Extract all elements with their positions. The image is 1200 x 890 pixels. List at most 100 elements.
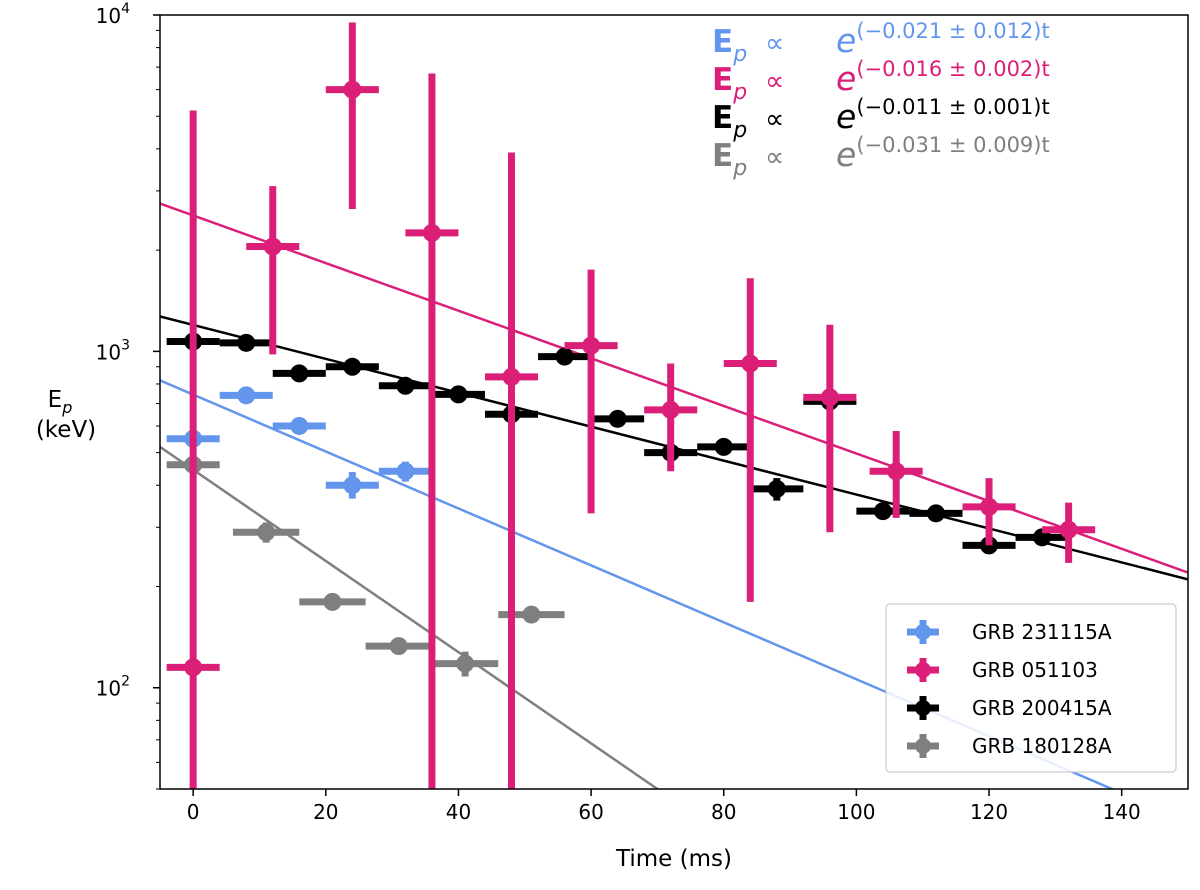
fit-equation-sub-2: p xyxy=(732,118,747,143)
series-2 xyxy=(166,332,1069,555)
data-point-3-4 xyxy=(456,654,475,673)
legend-label-0: GRB 231115A xyxy=(972,620,1112,644)
data-point-2-4 xyxy=(396,376,415,395)
legend-marker-dot-2 xyxy=(915,700,931,716)
y-tick-base-0: 10 xyxy=(96,4,121,28)
fit-equation-prop-3: ∝ xyxy=(765,142,784,173)
fit-equation-3: Ep ∝ e(−0.031 ± 0.009)t xyxy=(712,133,1050,181)
plot-frame xyxy=(159,14,1189,790)
data-points xyxy=(166,22,1096,789)
legend-marker-dot-3 xyxy=(915,738,931,754)
series-0 xyxy=(166,386,432,499)
legend-item-0: GRB 231115A xyxy=(907,620,1112,644)
data-point-2-13 xyxy=(873,502,892,521)
x-tick-label-5: 100 xyxy=(837,800,875,824)
fit-equation-1: Ep ∝ e(−0.016 ± 0.002)t xyxy=(712,57,1050,105)
y-tick-exp-0: 4 xyxy=(121,1,130,17)
data-point-0-4 xyxy=(396,462,415,481)
data-point-2-14 xyxy=(926,504,945,523)
legend-label-1: GRB 051103 xyxy=(972,658,1098,682)
y-tick-label-0: 104 xyxy=(96,1,130,28)
data-point-3-5 xyxy=(522,605,541,624)
data-point-1-10 xyxy=(980,497,999,516)
data-point-2-1 xyxy=(237,333,256,352)
x-tick-label-6: 120 xyxy=(970,800,1008,824)
data-point-1-4 xyxy=(502,367,521,386)
fit-equation-exp-0: (−0.021 ± 0.012)t xyxy=(856,19,1049,43)
x-tick-label-1: 20 xyxy=(313,800,338,824)
y-tick-label-2: 102 xyxy=(96,674,130,701)
data-point-2-2 xyxy=(290,364,309,383)
y-tick-base-1: 10 xyxy=(96,340,121,364)
series-3 xyxy=(166,455,565,677)
data-point-1-8 xyxy=(820,388,839,407)
fit-equation-sub-0: p xyxy=(732,42,747,67)
legend-marker-dot-0 xyxy=(915,624,931,640)
fit-equation-base-0: e xyxy=(836,21,856,60)
x-tick-label-4: 80 xyxy=(711,800,736,824)
x-tick-label-2: 40 xyxy=(446,800,471,824)
fit-equation-2: Ep ∝ e(−0.011 ± 0.001)t xyxy=(712,95,1050,143)
y-tick-exp-2: 2 xyxy=(121,674,130,690)
data-point-3-1 xyxy=(257,523,276,542)
fit-equation-base-1: e xyxy=(836,59,856,98)
data-point-1-3 xyxy=(422,223,441,242)
data-point-0-1 xyxy=(237,386,256,405)
fit-equation-E-3: E xyxy=(712,138,733,174)
data-point-2-10 xyxy=(714,437,733,456)
y-axis-unit: (keV) xyxy=(36,417,96,443)
fit-equation-0: Ep ∝ e(−0.021 ± 0.012)t xyxy=(712,19,1050,67)
y-axis-title: Ep xyxy=(48,387,73,417)
y-tick-base-2: 10 xyxy=(96,677,121,701)
data-point-1-5 xyxy=(582,336,601,355)
data-point-3-3 xyxy=(389,637,408,656)
fit-equation-base-3: e xyxy=(836,135,856,174)
fit-equation-exp-3: (−0.031 ± 0.009)t xyxy=(856,133,1049,157)
data-point-1-1 xyxy=(263,237,282,256)
x-tick-label-0: 0 xyxy=(187,800,200,824)
data-point-3-2 xyxy=(323,592,342,611)
data-point-0-3 xyxy=(343,476,362,495)
fit-equation-E-2: E xyxy=(712,100,733,136)
fit-line-3 xyxy=(160,445,659,789)
data-point-2-3 xyxy=(343,357,362,376)
y-axis-title-sub: p xyxy=(61,398,72,417)
data-point-1-9 xyxy=(887,462,906,481)
data-point-2-8 xyxy=(608,409,627,428)
fit-equations: Ep ∝ e(−0.021 ± 0.012)tEp ∝ e(−0.016 ± 0.002… xyxy=(712,19,1050,181)
fit-equation-prop-2: ∝ xyxy=(765,104,784,135)
data-point-0-2 xyxy=(290,416,309,435)
y-tick-label-1: 103 xyxy=(96,337,130,364)
legend-box xyxy=(885,603,1177,773)
legend-marker-dot-1 xyxy=(915,662,931,678)
fit-equation-E-1: E xyxy=(712,62,733,98)
x-axis-title: Time (ms) xyxy=(615,846,732,872)
legend-label-2: GRB 200415A xyxy=(972,696,1112,720)
legend-item-2: GRB 200415A xyxy=(907,696,1112,720)
series-1 xyxy=(166,22,1096,789)
fit-equation-base-2: e xyxy=(836,97,856,136)
fit-equation-exp-1: (−0.016 ± 0.002)t xyxy=(856,57,1049,81)
legend: GRB 231115A GRB 051103 GRB 200415A GRB 1801… xyxy=(885,603,1177,773)
data-point-1-11 xyxy=(1059,520,1078,539)
x-tick-label-3: 60 xyxy=(578,800,603,824)
data-point-1-7 xyxy=(741,354,760,373)
fit-equation-E-0: E xyxy=(712,24,733,60)
data-point-2-11 xyxy=(767,479,786,498)
fit-equation-sub-1: p xyxy=(732,80,747,105)
data-point-1-6 xyxy=(661,400,680,419)
y-tick-exp-1: 3 xyxy=(121,337,130,353)
data-point-2-5 xyxy=(449,385,468,404)
legend-item-1: GRB 051103 xyxy=(907,658,1098,682)
y-axis-title-main: E xyxy=(48,387,63,413)
data-point-2-7 xyxy=(555,347,574,366)
fit-equation-prop-1: ∝ xyxy=(765,66,784,97)
data-point-1-2 xyxy=(343,80,362,99)
legend-item-3: GRB 180128A xyxy=(907,734,1112,758)
legend-label-3: GRB 180128A xyxy=(972,734,1112,758)
fit-equation-exp-2: (−0.011 ± 0.001)t xyxy=(856,95,1049,119)
data-point-1-0 xyxy=(184,658,203,677)
fit-equation-sub-3: p xyxy=(732,156,747,181)
